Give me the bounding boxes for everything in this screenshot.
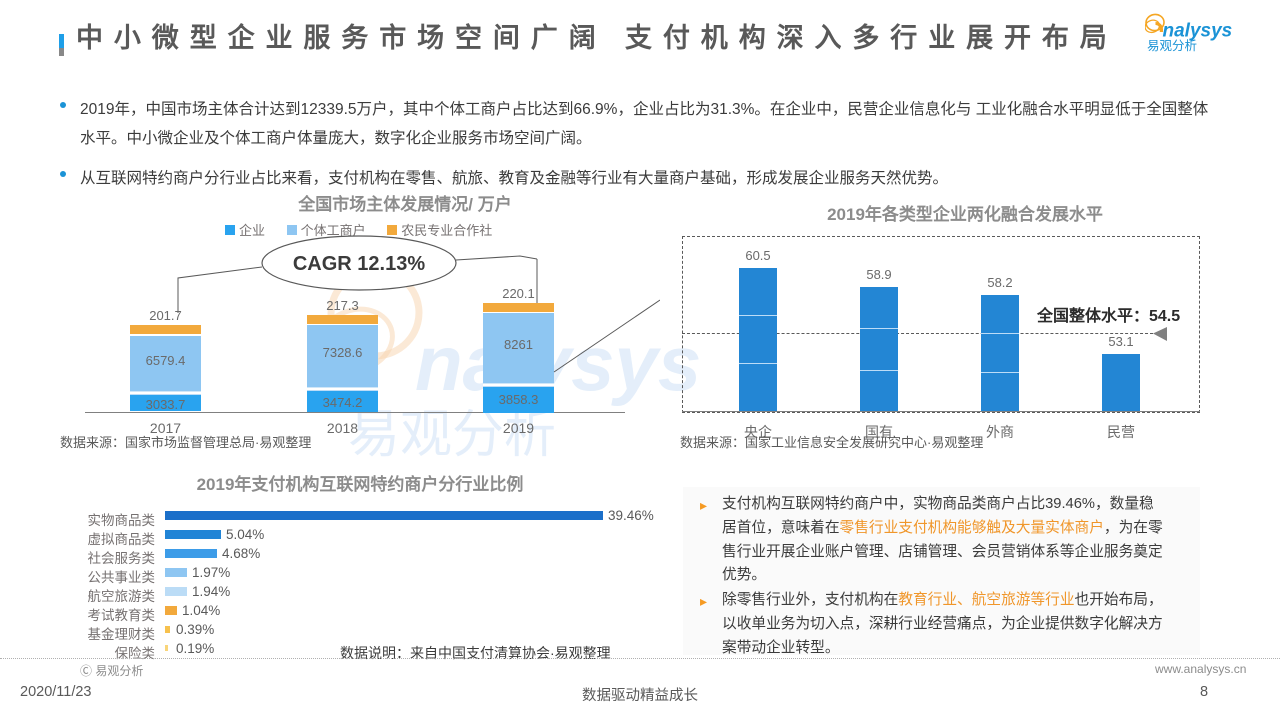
svg-text:CAGR 12.13%: CAGR 12.13% [293,253,425,275]
svg-text:易观分析: 易观分析 [1147,39,1197,53]
